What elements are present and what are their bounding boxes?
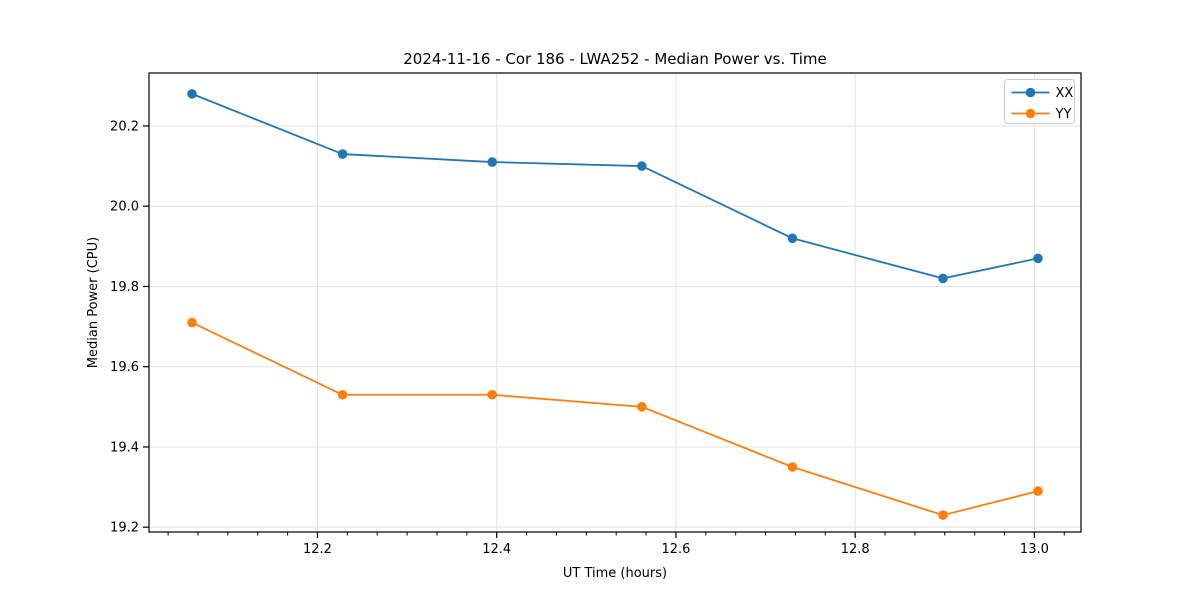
x-axis-label: UT Time (hours)	[563, 566, 667, 581]
series-YY-marker	[187, 317, 197, 328]
grid-lines	[149, 73, 1081, 532]
legend-label-XX: XX	[1056, 86, 1074, 101]
y-tick-label: 20.2	[110, 119, 139, 134]
series-YY-marker	[1033, 486, 1043, 496]
series-XX-marker	[787, 233, 798, 244]
series-XX-marker	[938, 273, 948, 284]
y-tick-label: 19.8	[110, 280, 139, 295]
data-series	[187, 89, 1043, 520]
y-tick-label: 20.0	[110, 200, 139, 215]
y-tick-label: 19.6	[110, 360, 139, 375]
chart-title: 2024-11-16 - Cor 186 - LWA252 - Median P…	[403, 50, 827, 68]
axis-ticks: 12.2 12.4 12.6 12.8 13.0 19.2 19.4 19.6 19.8 20.0…	[110, 119, 1065, 557]
legend-sample-marker	[1025, 87, 1036, 98]
series-YY-marker	[487, 389, 498, 400]
series-YY-marker	[637, 402, 647, 412]
series-XX-marker	[337, 149, 348, 159]
series-XX-marker	[637, 161, 647, 171]
series-YY-marker	[787, 462, 798, 472]
series-YY-marker	[337, 389, 348, 400]
series-XX-line	[191, 93, 1039, 280]
y-axis-label: Median Power (CPU)	[86, 237, 101, 368]
x-tick-label: 12.6	[661, 542, 690, 557]
series-XX-marker	[487, 157, 498, 167]
series-XX-marker	[187, 89, 197, 99]
plot-spines	[148, 72, 1082, 533]
plot-frame	[148, 72, 1082, 533]
series-YY-marker	[938, 510, 948, 520]
x-tick-label: 13.0	[1020, 542, 1049, 557]
y-tick-label: 19.4	[110, 440, 139, 455]
x-tick-label: 12.2	[303, 542, 332, 557]
legend: XX YY	[1004, 79, 1075, 124]
legend-label-YY: YY	[1055, 107, 1072, 122]
x-tick-label: 12.8	[841, 542, 870, 557]
x-tick-label: 12.4	[482, 542, 511, 557]
legend-sample-marker	[1025, 108, 1036, 119]
series-YY-line	[191, 321, 1039, 517]
y-tick-label: 19.2	[110, 521, 139, 536]
series-XX-marker	[1033, 253, 1043, 264]
legend-frame	[1004, 79, 1075, 124]
